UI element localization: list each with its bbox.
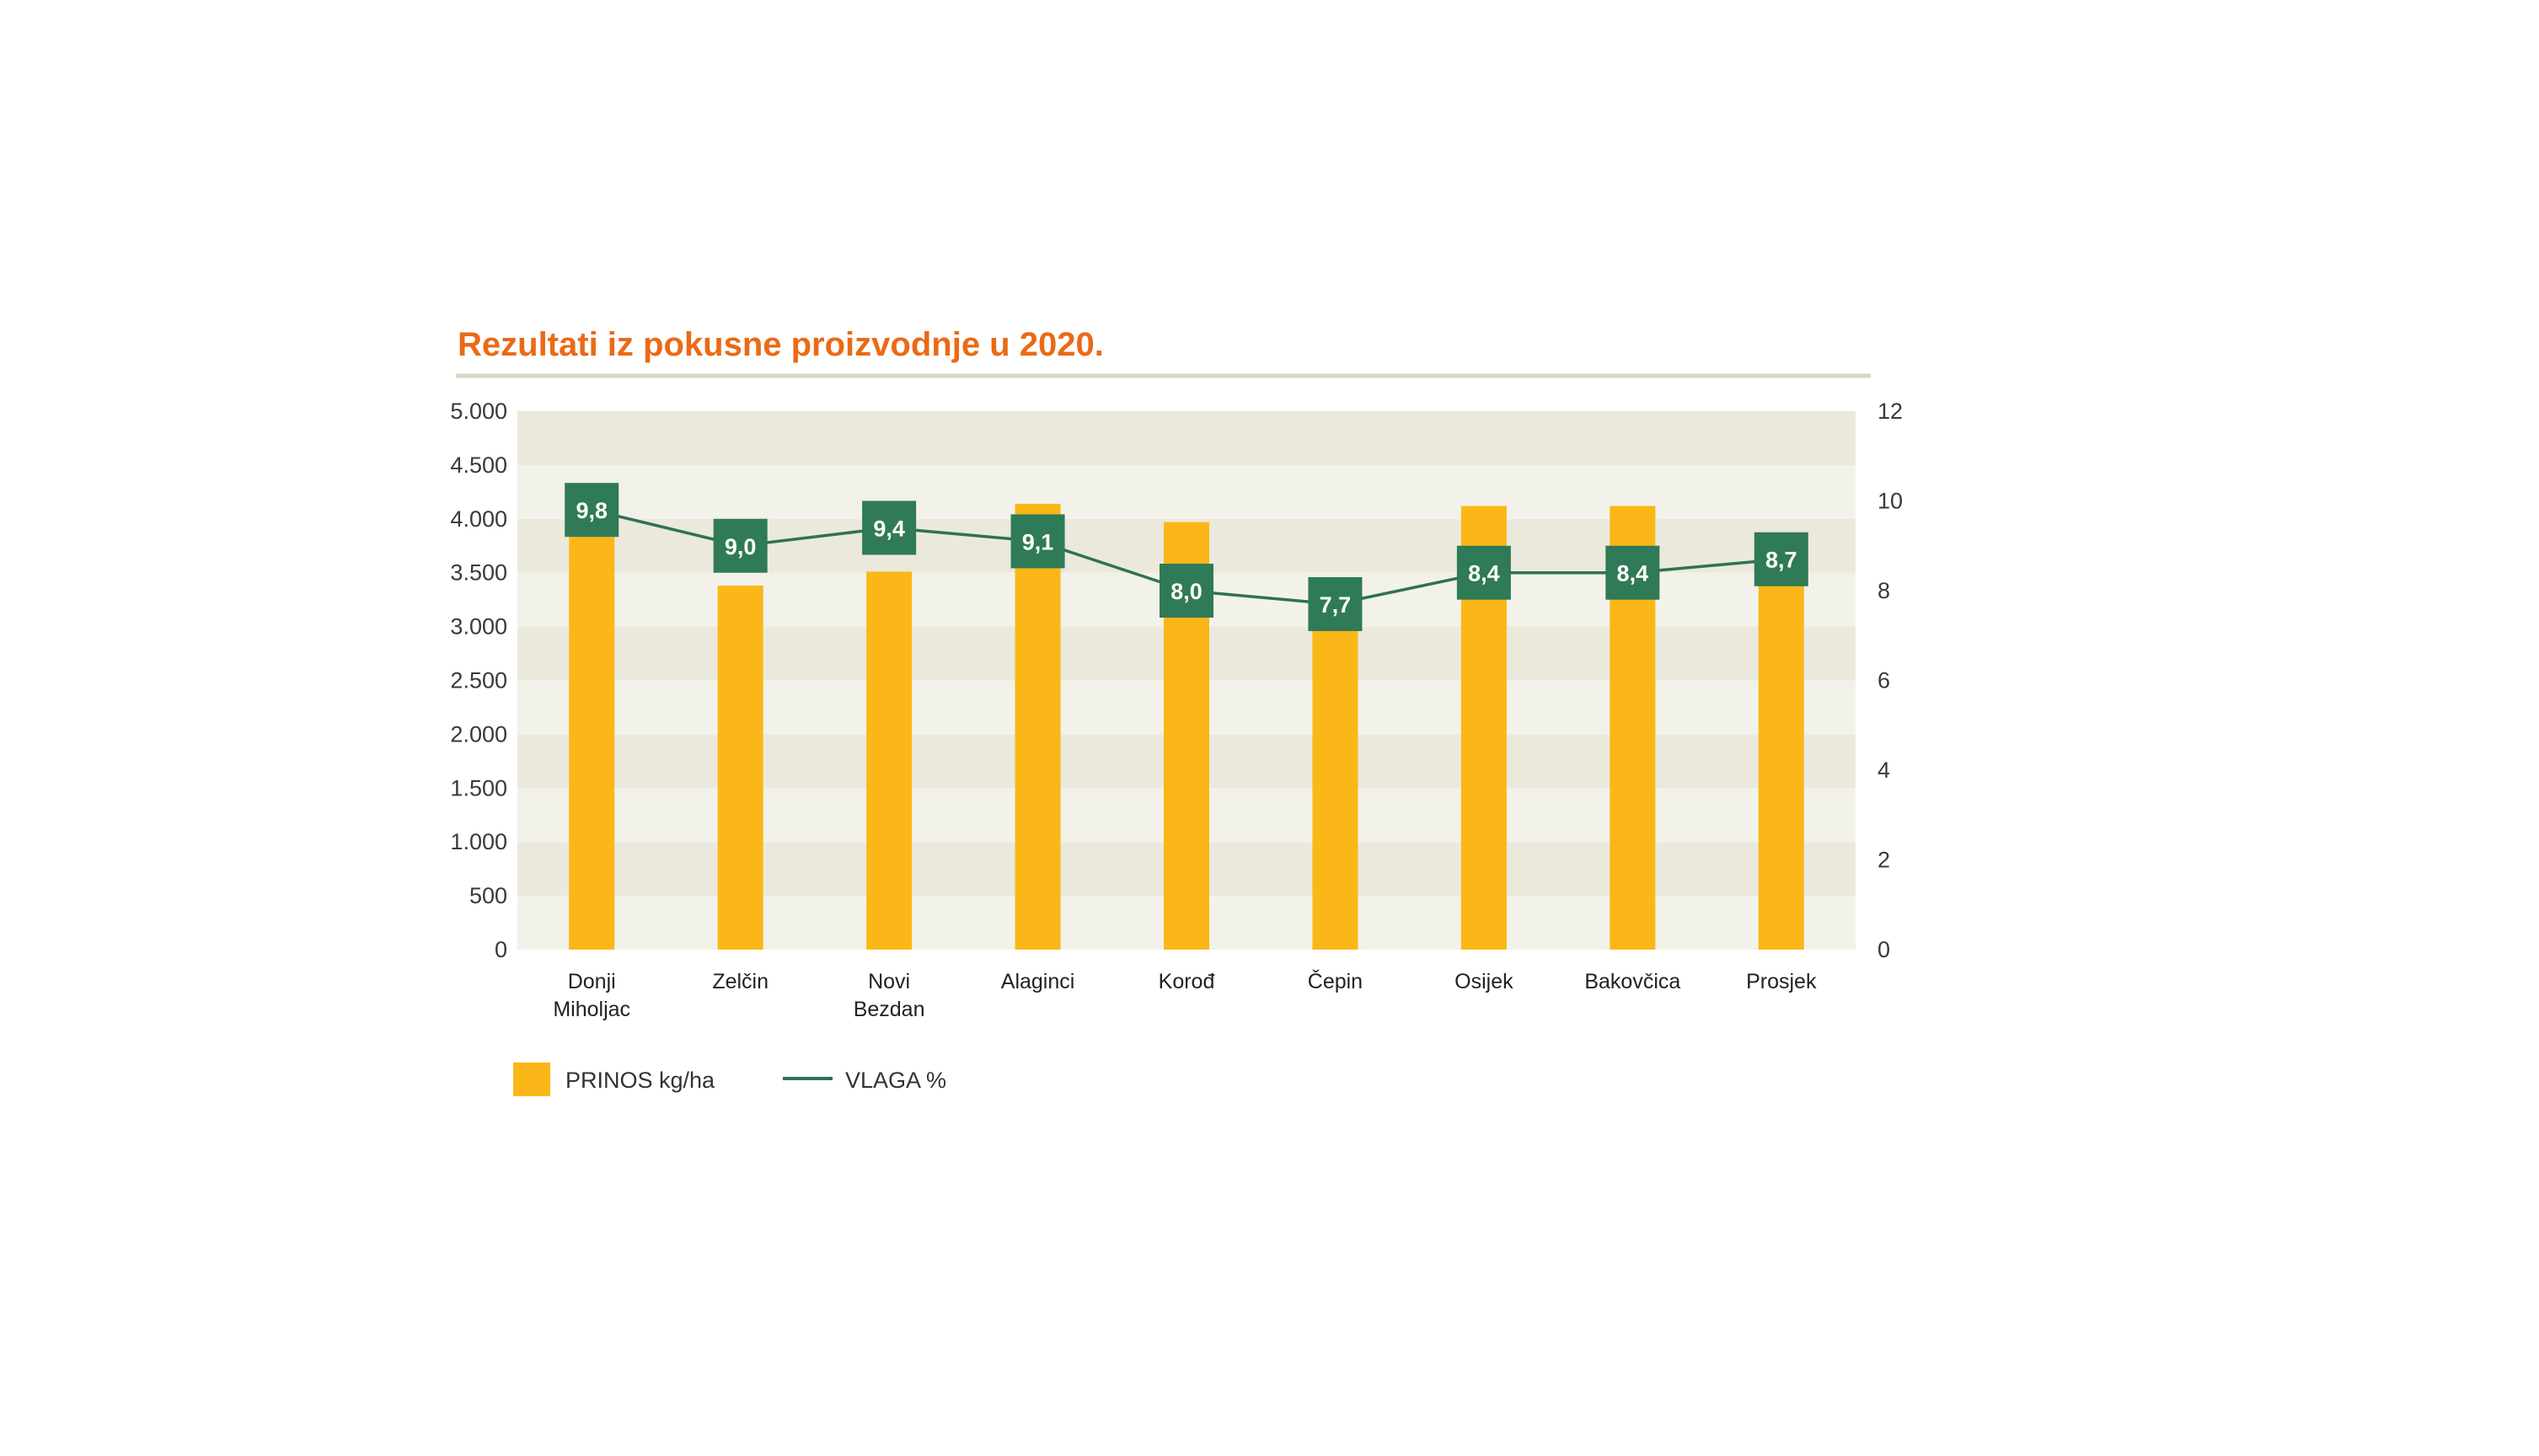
chart-title: Rezultati iz pokusne proizvodnje u 2020. [458, 326, 1104, 363]
y-right-tick-label: 8 [1877, 578, 1890, 603]
bars [569, 495, 1804, 950]
y-left-tick-label: 3.000 [450, 614, 507, 640]
data-label-box [1160, 564, 1213, 618]
bar-prinos [1312, 599, 1358, 950]
x-category-label: Novi [868, 970, 910, 993]
bar-prinos [866, 571, 913, 950]
left-axis: 0 500 1.000 1.500 2.000 2.500 3.000 3.500 4.000 4… [450, 399, 507, 962]
data-label-vlaga: 7,7 [1320, 592, 1352, 618]
grid-band [517, 411, 1856, 465]
legend: PRINOS kg/ha VLAGA % [513, 1063, 946, 1096]
legend-swatch-prinos [513, 1063, 550, 1096]
data-label-box [1605, 545, 1660, 600]
bar-prinos [1015, 503, 1061, 950]
bar-prinos [717, 586, 763, 950]
data-label-vlaga: 8,7 [1765, 548, 1797, 573]
data-label-box [1308, 576, 1363, 631]
y-right-tick-label: 12 [1877, 399, 1903, 424]
y-right-tick-label: 10 [1877, 489, 1903, 514]
data-label-vlaga: 8,4 [1468, 561, 1500, 586]
x-category-label: Alaginci [1001, 970, 1075, 993]
data-label-box [1754, 532, 1808, 586]
x-category-label: Miholjac [553, 998, 630, 1021]
data-label-vlaga: 9,0 [725, 534, 757, 559]
y-left-tick-label: 500 [469, 883, 507, 908]
data-label-box [713, 518, 768, 573]
data-label-box [1456, 545, 1511, 600]
y-right-tick-label: 4 [1877, 757, 1890, 783]
y-left-tick-label: 1.000 [450, 829, 507, 854]
y-right-tick-label: 0 [1877, 937, 1890, 962]
x-category-label: Zelčin [712, 970, 769, 993]
y-left-tick-label: 4.000 [450, 506, 507, 532]
legend-label-vlaga: VLAGA % [845, 1068, 946, 1093]
data-label-vlaga: 9,8 [576, 498, 608, 523]
y-left-tick-label: 0 [495, 937, 507, 962]
data-label-vlaga: 8,4 [1617, 561, 1649, 586]
y-left-tick-label: 4.500 [450, 452, 507, 478]
y-right-tick-label: 6 [1877, 668, 1890, 693]
y-left-tick-label: 3.500 [450, 560, 507, 586]
y-left-tick-label: 2.500 [450, 668, 507, 693]
right-axis: 0 2 4 6 8 10 12 [1877, 399, 1903, 962]
data-label-box [565, 483, 619, 538]
data-label-box [862, 500, 917, 555]
data-label-vlaga: 9,1 [1022, 529, 1054, 554]
data-label-vlaga: 8,0 [1170, 579, 1203, 604]
bar-prinos [569, 495, 615, 950]
x-category-label: Bakovčica [1584, 970, 1680, 993]
legend-label-prinos: PRINOS kg/ha [565, 1068, 715, 1093]
data-label-vlaga: 9,4 [873, 516, 905, 541]
x-category-label: Donji [568, 970, 616, 993]
x-category-label: Prosjek [1746, 970, 1817, 993]
y-left-tick-label: 5.000 [450, 399, 507, 424]
y-left-tick-label: 2.000 [450, 721, 507, 747]
y-right-tick-label: 2 [1877, 848, 1890, 873]
data-label-box [1010, 514, 1065, 569]
y-left-tick-label: 1.500 [450, 775, 507, 800]
bar-prinos [1758, 536, 1804, 950]
data-labels: 9,8 9,0 9,4 9,1 8,0 7,7 8,4 8,4 8,7 [565, 483, 1808, 631]
x-category-label: Osijek [1454, 970, 1513, 993]
x-category-label: Korođ [1159, 970, 1215, 993]
x-category-label: Čepin [1308, 969, 1363, 993]
x-category-label: Bezdan [854, 998, 925, 1021]
category-axis: Donji Miholjac Zelčin Novi Bezdan Alaginci Kor… [553, 969, 1817, 1021]
